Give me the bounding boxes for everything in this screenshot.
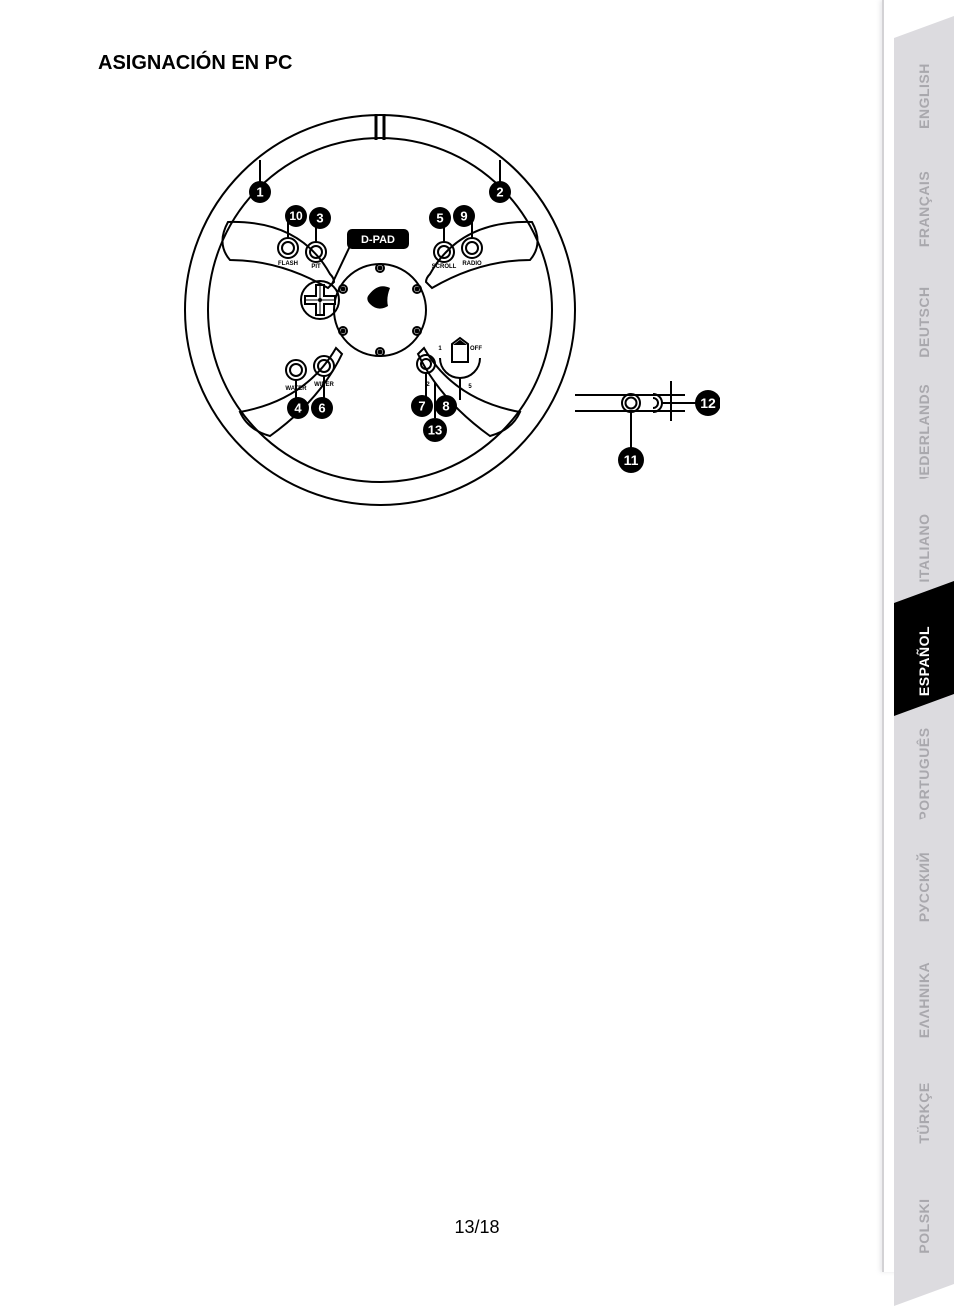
callout-4: 4 xyxy=(287,397,309,419)
lang-tab-label: ESPAÑOL xyxy=(916,626,932,696)
lang-tab-label: ENGLISH xyxy=(916,63,932,129)
paddle-left xyxy=(622,394,640,449)
svg-text:6: 6 xyxy=(318,401,325,416)
svg-text:13: 13 xyxy=(428,423,442,438)
callout-5: 5 xyxy=(429,207,451,229)
svg-text:10: 10 xyxy=(289,209,303,223)
lang-tab-label: ITALIANO xyxy=(916,513,932,582)
svg-text:2: 2 xyxy=(496,185,503,200)
callout-12: 12 xyxy=(695,390,720,416)
wheel-diagram: D-PAD FLASH PIT SCROLL RADIO WATER WIPER… xyxy=(120,100,720,520)
label-wiper: WIPER xyxy=(314,382,334,388)
svg-text:5: 5 xyxy=(436,211,443,226)
svg-text:4: 4 xyxy=(294,401,302,416)
label-scroll: SCROLL xyxy=(432,264,457,270)
lang-tab-label: РУССКИЙ xyxy=(916,852,932,922)
lang-tab-label: POLSKI xyxy=(916,1198,932,1253)
svg-text:7: 7 xyxy=(418,399,425,414)
svg-text:5: 5 xyxy=(468,384,472,390)
svg-text:11: 11 xyxy=(624,452,639,468)
svg-text:8: 8 xyxy=(442,399,449,414)
svg-text:2: 2 xyxy=(426,382,430,388)
callout-11: 11 xyxy=(618,447,644,473)
lang-tab-label: FRANÇAIS xyxy=(916,171,932,247)
language-sidebar: ENGLISHFRANÇAISDEUTSCHNEDERLANDSITALIANO… xyxy=(882,0,954,1272)
callout-6: 6 xyxy=(311,397,333,419)
svg-text:1: 1 xyxy=(438,346,442,352)
callout-10: 10 xyxy=(285,205,307,227)
label-radio: RADIO xyxy=(462,261,482,267)
callout-7: 7 xyxy=(411,395,433,417)
callout-1: 1 xyxy=(249,181,271,203)
callout-13: 13 xyxy=(423,418,447,442)
page-number: 13/18 xyxy=(454,1217,499,1238)
lang-tab-polski[interactable]: POLSKI xyxy=(894,1168,954,1284)
page-title: ASIGNACIÓN EN PC xyxy=(98,52,292,75)
svg-text:9: 9 xyxy=(460,209,467,224)
callout-9: 9 xyxy=(453,205,475,227)
callout-2: 2 xyxy=(489,181,511,203)
callout-8: 8 xyxy=(435,395,457,417)
lang-tab-label: DEUTSCH xyxy=(916,286,932,357)
dpad xyxy=(301,281,339,319)
svg-text:3: 3 xyxy=(316,211,323,226)
label-flash: FLASH xyxy=(278,261,298,267)
lang-tab-label: TÜRKÇE xyxy=(916,1082,932,1143)
label-pit: PIT xyxy=(311,264,321,270)
label-water: WATER xyxy=(285,386,307,392)
dpad-label: D-PAD xyxy=(361,234,395,246)
svg-text:12: 12 xyxy=(700,395,716,411)
svg-text:1: 1 xyxy=(256,185,263,200)
callout-3: 3 xyxy=(309,207,331,229)
svg-text:OFF: OFF xyxy=(470,346,482,352)
lang-tab-label: ΕΛΛΗΝΙΚΑ xyxy=(916,962,932,1038)
